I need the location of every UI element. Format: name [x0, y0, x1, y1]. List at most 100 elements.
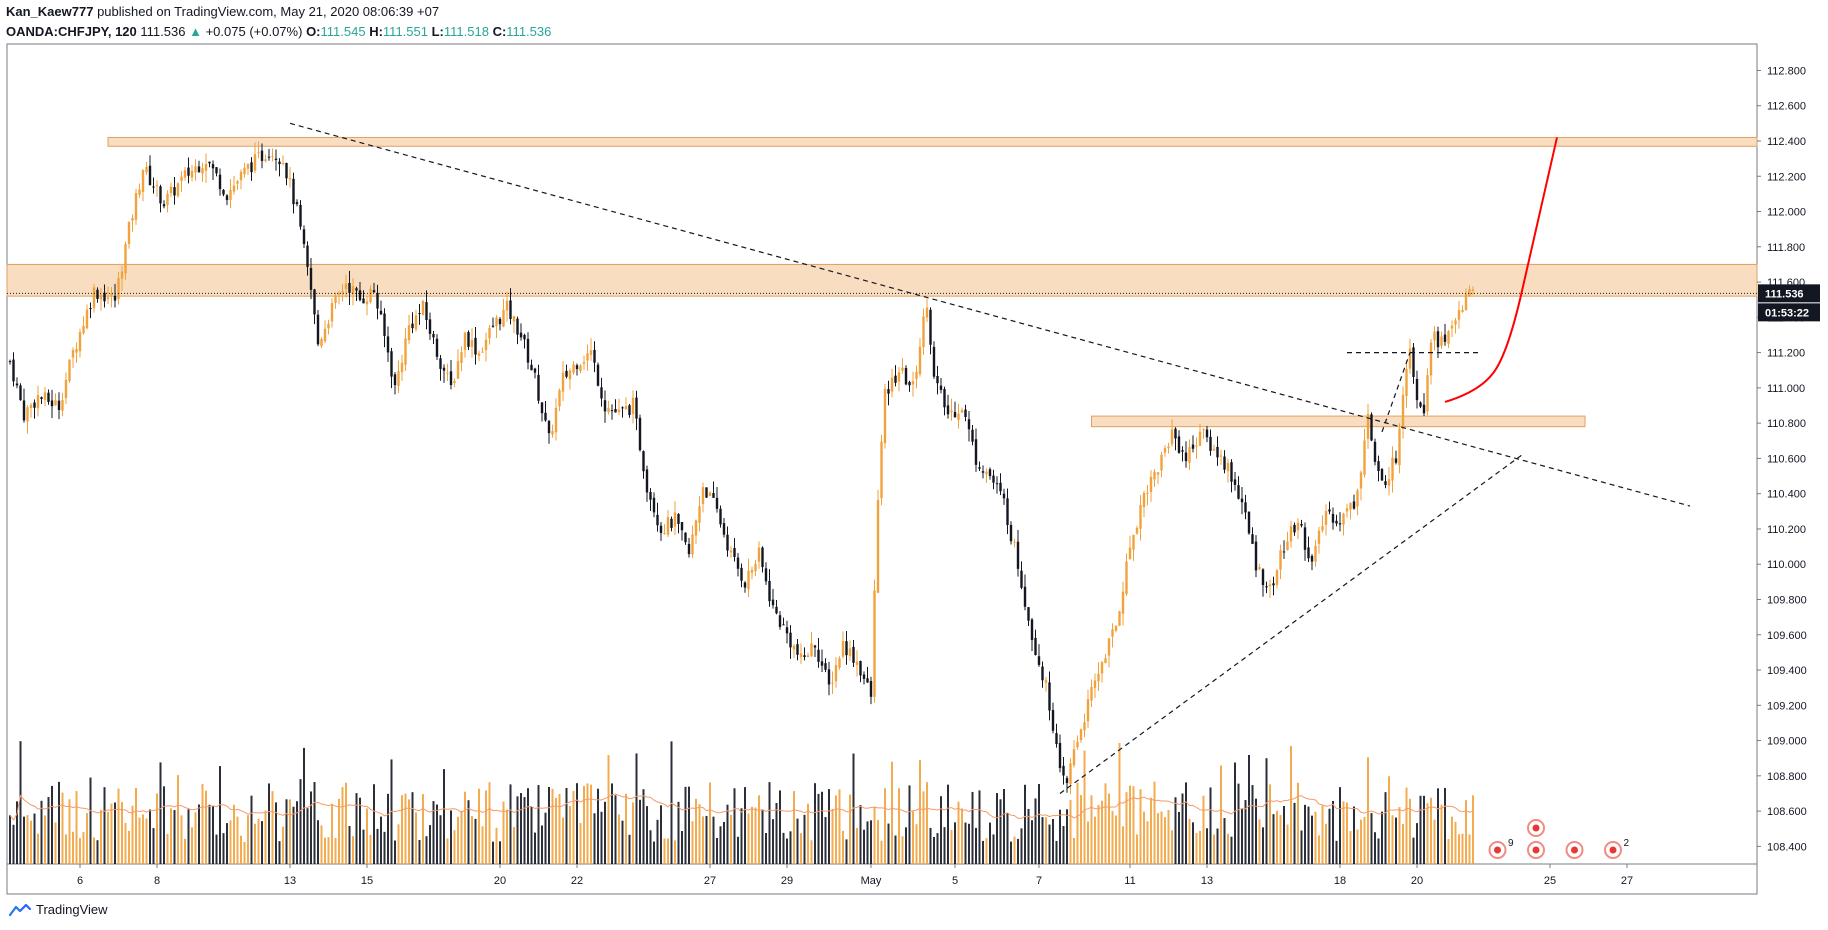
- volume-bar: [1171, 830, 1173, 864]
- volume-bar: [1388, 776, 1390, 864]
- volume-bar: [817, 793, 820, 864]
- low-value: 111.518: [443, 24, 489, 39]
- trendline-1[interactable]: [1059, 454, 1523, 794]
- event-marker-dot: [1609, 846, 1617, 854]
- candle-body: [1391, 457, 1394, 481]
- volume-bar: [1062, 826, 1065, 864]
- candle-body: [512, 316, 516, 322]
- candle-body: [124, 243, 127, 274]
- candle-body: [407, 325, 411, 341]
- candle-body: [197, 166, 201, 173]
- candle-body: [1401, 394, 1405, 429]
- volume-bar: [296, 801, 298, 864]
- volume-bar: [719, 826, 722, 864]
- candle-body: [537, 374, 540, 401]
- volume-bar: [317, 820, 319, 864]
- candle-body: [876, 500, 880, 593]
- candle-body: [530, 364, 533, 371]
- trendline-0[interactable]: [289, 122, 1691, 507]
- tradingview-footer[interactable]: TradingView: [8, 902, 108, 917]
- volume-bar: [1045, 817, 1047, 864]
- candle-body: [1436, 331, 1440, 348]
- volume-bar: [408, 799, 410, 864]
- candle-body: [551, 431, 554, 435]
- volume-bar: [464, 791, 466, 864]
- candle-body: [806, 655, 810, 658]
- y-tick-label: 108.400: [1767, 841, 1807, 853]
- candle-body: [1286, 541, 1289, 551]
- volume-bar: [233, 804, 235, 864]
- volume-bar: [65, 834, 67, 864]
- candle-body: [1009, 524, 1013, 542]
- volume-bar: [954, 822, 956, 864]
- candle-body: [285, 162, 288, 179]
- volume-bar: [1465, 800, 1467, 864]
- volume-bar: [485, 790, 487, 864]
- candle-body: [1212, 448, 1216, 451]
- volume-bar: [492, 841, 494, 864]
- candle-body: [775, 606, 778, 614]
- volume-bar: [352, 836, 354, 864]
- volume-bar: [779, 790, 781, 864]
- volume-bar: [1192, 822, 1194, 864]
- volume-bar: [607, 755, 610, 864]
- volume-bar: [922, 791, 925, 864]
- candle-body: [985, 471, 988, 475]
- volume-bar: [439, 815, 442, 864]
- volume-bar: [1206, 828, 1208, 864]
- volume-bar: [9, 815, 11, 864]
- volume-bar: [268, 783, 270, 864]
- candle-body: [495, 317, 498, 327]
- candle-body: [1363, 440, 1366, 475]
- candle-body: [1079, 729, 1083, 741]
- candle-body: [26, 407, 29, 422]
- volume-bar: [1195, 833, 1198, 864]
- candle-body: [1328, 509, 1331, 512]
- event-marker-count: 2: [1624, 838, 1630, 849]
- candle-body: [264, 159, 267, 162]
- symbol-label[interactable]: OANDA:CHFJPY, 120: [6, 24, 137, 39]
- volume-bar: [341, 787, 344, 864]
- x-tick-label: 22: [571, 875, 583, 887]
- candle-body: [309, 267, 313, 290]
- candle-body: [194, 166, 197, 173]
- volume-bar: [1132, 786, 1135, 864]
- candle-body: [1356, 490, 1359, 507]
- zone-0: [107, 136, 1758, 147]
- volume-bar: [649, 830, 652, 864]
- projection-curve[interactable]: [1444, 137, 1558, 403]
- candle-body: [964, 409, 967, 418]
- candle-body: [687, 544, 691, 555]
- volume-bar: [93, 837, 95, 864]
- volume-bar: [957, 801, 960, 864]
- volume-bar: [723, 821, 725, 864]
- volume-bar: [212, 805, 214, 864]
- author-name[interactable]: Kan_Kaew777: [6, 4, 94, 19]
- candle-body: [1160, 454, 1163, 471]
- volume-bar: [1402, 823, 1404, 864]
- volume-bar: [61, 792, 64, 864]
- candle-body: [369, 288, 372, 303]
- volume-bar: [362, 829, 365, 864]
- volume-bar: [576, 783, 578, 864]
- volume-bar: [915, 824, 918, 864]
- candle-body: [351, 286, 355, 295]
- candle-body: [1254, 541, 1258, 571]
- volume-bar: [1398, 807, 1401, 864]
- y-tick-label: 111.800: [1767, 242, 1805, 254]
- candle-body: [1338, 523, 1342, 525]
- candle-body: [523, 334, 526, 340]
- volume-bar: [1279, 814, 1282, 864]
- volume-bar: [1104, 783, 1107, 864]
- candle-body: [950, 410, 953, 413]
- candle-body: [1128, 547, 1132, 560]
- published-text: published on TradingView.com, May 21, 20…: [97, 4, 440, 19]
- volume-bar: [68, 799, 71, 864]
- candle-body: [1090, 687, 1093, 701]
- candle-body: [1300, 523, 1303, 526]
- candle-body: [621, 407, 624, 409]
- candle-body: [883, 388, 887, 444]
- volume-bar: [495, 827, 498, 864]
- candle-body: [40, 397, 43, 399]
